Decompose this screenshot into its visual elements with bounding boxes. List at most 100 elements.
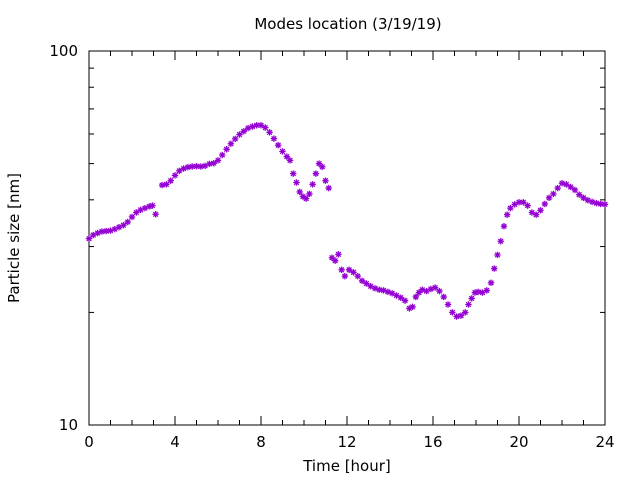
data-point [567, 183, 574, 191]
data-point [257, 122, 265, 129]
data-point [462, 309, 469, 316]
data-point [497, 238, 504, 245]
data-point [533, 211, 540, 218]
data-point [149, 202, 156, 209]
chart-title: Modes location (3/19/19) [254, 15, 441, 33]
data-point [306, 190, 313, 198]
data-point [335, 251, 342, 258]
data-point [541, 200, 548, 208]
data-points [85, 122, 609, 320]
data-point [293, 179, 300, 186]
data-point [520, 199, 527, 206]
data-point [412, 293, 419, 301]
x-tick-label: 16 [423, 433, 442, 451]
data-point [345, 266, 353, 273]
x-tick-label: 0 [84, 433, 94, 451]
data-point [133, 209, 140, 216]
data-point [171, 172, 179, 179]
data-point [262, 124, 269, 131]
data-point [227, 140, 235, 147]
data-point [232, 135, 239, 143]
data-point [302, 195, 310, 202]
data-point [206, 160, 213, 168]
data-point [120, 222, 127, 229]
plot-frame [88, 50, 606, 426]
data-point [358, 277, 366, 284]
data-point [431, 284, 439, 291]
data-point [279, 148, 286, 155]
data-point [550, 190, 557, 198]
data-point [524, 202, 531, 209]
data-point [571, 186, 579, 194]
data-point [397, 294, 404, 301]
data-point [338, 266, 345, 273]
data-point [219, 151, 226, 159]
data-point [376, 286, 383, 293]
data-point [350, 269, 357, 276]
data-point [537, 207, 544, 214]
data-point [236, 131, 243, 138]
data-point [214, 157, 222, 164]
data-point [363, 280, 370, 287]
axis-ticks: 0 4 8 12 16 20 24 10 100 [49, 42, 614, 451]
data-point [465, 301, 472, 308]
data-point [563, 181, 570, 188]
data-point [576, 191, 583, 198]
x-tick-label: 4 [170, 433, 180, 451]
x-tick-label: 20 [509, 433, 528, 451]
data-point [554, 184, 561, 192]
x-axis-label: Time [hour] [302, 457, 391, 475]
y-axis-label: Particle size [nm] [5, 173, 23, 303]
x-tick-label: 12 [337, 433, 356, 451]
data-point [449, 309, 456, 316]
data-point [558, 180, 566, 187]
data-point [468, 295, 475, 302]
x-tick-label: 8 [256, 433, 266, 451]
data-point [322, 177, 329, 184]
data-point [319, 163, 326, 171]
data-point [491, 265, 498, 272]
x-tick-label: 24 [595, 433, 614, 451]
data-point [266, 129, 273, 136]
data-point [601, 201, 609, 208]
data-point [436, 287, 443, 295]
data-point [167, 177, 174, 184]
data-point [507, 204, 514, 212]
data-point [409, 303, 416, 311]
data-point [341, 272, 349, 280]
plot-area [88, 50, 606, 426]
y-tick-label: 10 [59, 416, 78, 434]
data-point [444, 301, 452, 308]
data-point [503, 211, 511, 218]
data-point [286, 157, 294, 164]
data-point [483, 287, 490, 294]
data-point [296, 188, 303, 196]
data-point [240, 128, 247, 135]
data-point [128, 213, 136, 221]
data-point [500, 223, 508, 230]
data-point [309, 181, 316, 188]
data-point [545, 194, 553, 202]
data-point [210, 160, 217, 167]
data-point [440, 293, 447, 301]
data-point [176, 167, 183, 175]
data-point [152, 211, 159, 218]
data-point [415, 289, 423, 296]
data-point [85, 235, 93, 242]
data-point [593, 199, 600, 207]
data-point [494, 251, 501, 259]
data-point [184, 163, 192, 171]
data-point [253, 122, 260, 129]
data-point [457, 312, 465, 319]
data-point [124, 218, 131, 226]
y-tick-label: 100 [49, 42, 78, 60]
data-point [474, 288, 482, 296]
data-point [163, 181, 170, 188]
data-point [223, 146, 230, 153]
data-point [401, 297, 409, 304]
data-point [331, 257, 339, 264]
data-point [197, 163, 204, 170]
data-point [275, 141, 282, 149]
data-point [487, 279, 495, 287]
